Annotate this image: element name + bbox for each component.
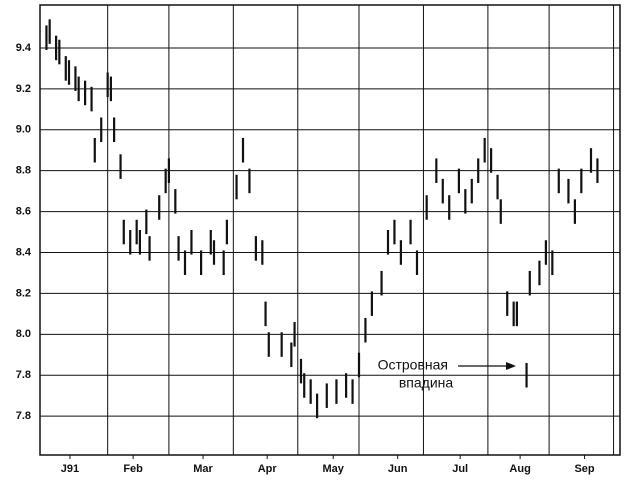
y-tick-label: 9.4 [16, 42, 32, 54]
y-tick-label: 8.0 [16, 328, 31, 340]
annotation: впадина [399, 375, 454, 391]
x-tick-label: Mar [193, 463, 213, 475]
y-tick-label: 9.0 [16, 124, 31, 136]
y-tick-label: 8.2 [16, 287, 31, 299]
y-tick-label: 7.8 [16, 410, 31, 422]
plot-frame [39, 4, 621, 456]
x-tick-label: Apr [258, 463, 278, 475]
annotation: Островная [378, 357, 448, 373]
y-tick-label: 8.6 [16, 205, 31, 217]
x-tick-label: Jul [452, 463, 468, 475]
y-tick-label: 8.8 [16, 165, 31, 177]
x-tick-label: May [323, 463, 345, 475]
x-tick-label: Aug [509, 463, 530, 475]
annotation-arrowhead [506, 362, 516, 370]
x-tick-label: Jun [388, 463, 408, 475]
y-tick-label: 7.8 [16, 369, 31, 381]
y-tick-label: 8.4 [16, 246, 32, 258]
y-tick-label: 9.2 [16, 83, 31, 95]
x-tick-label: Sep [574, 463, 594, 475]
x-tick-label: Feb [123, 463, 143, 475]
x-tick-label: J91 [61, 463, 79, 475]
